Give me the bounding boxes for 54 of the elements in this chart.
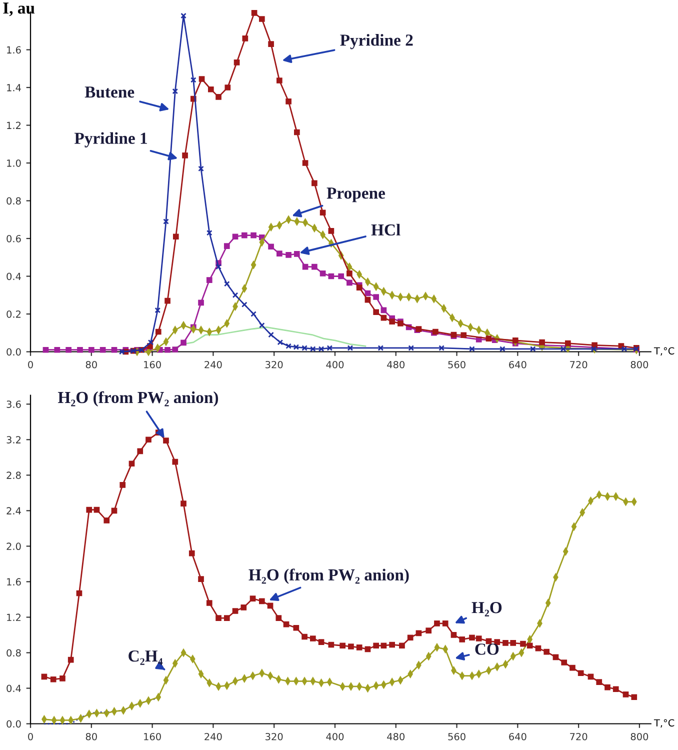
y-tick-label: 1.2	[7, 614, 21, 621]
x-tick-label: 400	[326, 732, 344, 740]
y-tick-label: 1.4	[7, 84, 21, 92]
y-tick-label: 0.0	[6, 348, 21, 356]
annotation: Pyridine 1	[74, 132, 147, 148]
annotation: H₂O (from PW₂ anion)	[58, 391, 218, 407]
y-tick-label: 2.4	[6, 507, 21, 514]
y-tick-label: 1.0	[7, 159, 21, 167]
x-tick-label: 720	[570, 732, 588, 740]
x-tick-label: 640	[509, 732, 526, 740]
annotation: H₂O (from PW₂ anion)	[248, 568, 409, 584]
x-axis-title: T,°C	[654, 719, 674, 728]
x-tick-label: 560	[448, 360, 466, 368]
x-tick-label: 400	[326, 360, 344, 368]
annotation: Propene	[326, 188, 386, 202]
x-tick-label: 80	[86, 360, 97, 368]
y-axis-title: I, au	[3, 2, 35, 16]
x-tick-label: 480	[387, 360, 405, 368]
y-tick-label: 2.8	[6, 472, 21, 479]
x-tick-label: 560	[448, 732, 466, 740]
y-tick-label: 1.6	[7, 578, 21, 586]
y-tick-label: 0.8	[6, 649, 21, 657]
y-tick-label: 0.8	[6, 197, 21, 205]
annotation: C₂H₄	[128, 650, 163, 665]
x-tick-label: 480	[387, 732, 405, 740]
x-tick-label: 0	[28, 360, 33, 368]
annotation: CO	[475, 644, 499, 655]
annotation: HCl	[371, 224, 400, 236]
x-tick-label: 640	[509, 360, 526, 368]
y-tick-label: 0.4	[6, 684, 21, 692]
y-tick-label: 1.2	[7, 122, 21, 129]
x-tick-label: 800	[630, 360, 648, 368]
x-tick-label: 160	[144, 360, 161, 368]
x-axis-title: T,°C	[654, 347, 674, 356]
x-tick-label: 80	[86, 732, 97, 740]
annotation: H₂O	[472, 602, 502, 616]
x-tick-label: 720	[570, 360, 588, 368]
y-tick-label: 0.0	[6, 720, 21, 728]
y-tick-label: 3.2	[6, 436, 21, 444]
y-tick-label: 0.6	[6, 234, 21, 242]
annotation: Butene	[84, 86, 134, 98]
annotation: Pyridine 2	[340, 34, 413, 50]
x-tick-label: 320	[266, 360, 283, 368]
x-tick-label: 240	[204, 360, 222, 368]
y-tick-label: 1.6	[7, 46, 21, 54]
y-tick-label: 2.0	[6, 542, 21, 550]
x-tick-label: 320	[266, 732, 283, 740]
x-tick-label: 160	[144, 732, 161, 740]
y-tick-label: 3.6	[6, 400, 21, 408]
x-tick-label: 0	[28, 732, 33, 740]
x-tick-label: 240	[204, 732, 222, 740]
y-tick-label: 0.2	[6, 310, 21, 318]
x-tick-label: 800	[630, 732, 648, 740]
y-tick-label: 0.4	[6, 272, 21, 280]
